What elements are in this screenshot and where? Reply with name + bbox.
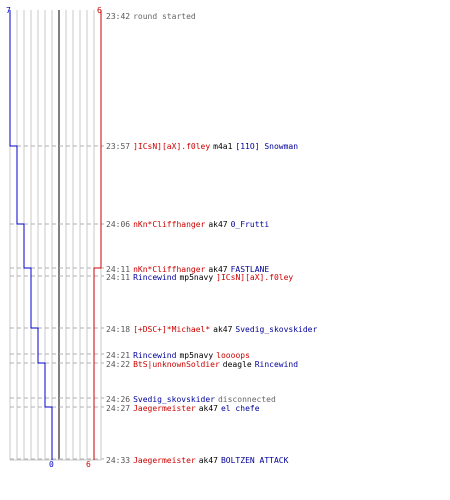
- event-player: el chefe: [220, 404, 260, 413]
- event-time: 24:18: [106, 325, 131, 334]
- event-player: Svedig_skovskider: [235, 325, 318, 334]
- event-player: Rincewind: [133, 273, 177, 282]
- event-row: 24:27 Jaegermeister ak47 el chefe: [106, 404, 263, 413]
- event-player: ]ICsN][aX].f0ley: [216, 273, 294, 282]
- event-time: 24:11: [106, 273, 131, 282]
- event-player: BOLTZEN ATTACK: [220, 456, 289, 465]
- event-time: 24:26: [106, 395, 131, 404]
- event-player: Rincewind: [254, 360, 299, 369]
- event-weapon: deagle: [222, 360, 252, 369]
- event-time: 23:42: [106, 12, 131, 21]
- event-row: 24:33 Jaegermeister ak47 BOLTZEN ATTACK: [106, 456, 291, 465]
- event-player: BtS|unknownSoldier: [133, 360, 220, 369]
- event-row: 24:26 Svedig_skovskider disconnected: [106, 395, 279, 404]
- event-time: 24:21: [106, 351, 131, 360]
- red-end-count: 6: [86, 460, 91, 469]
- event-player: Rincewind: [133, 351, 177, 360]
- event-player: nKn*Cliffhanger: [133, 220, 206, 229]
- event-weapon: ak47: [213, 325, 233, 334]
- event-weapon: mp5navy: [179, 273, 214, 282]
- event-row: 24:11 Rincewind mp5navy]ICsN][aX].f0ley: [106, 273, 296, 282]
- event-time: 24:27: [106, 404, 131, 413]
- event-row: 24:22 BtS|unknownSoldier deagle Rincewind: [106, 360, 301, 369]
- event-player: Jaegermeister: [133, 404, 196, 413]
- event-player: ]ICsN][aX].f0ley: [133, 142, 211, 151]
- event-player: [11O] Snowman: [235, 142, 299, 151]
- event-time: 24:22: [106, 360, 131, 369]
- blue-start-count: 7: [6, 6, 11, 15]
- event-text: disconnected: [217, 395, 276, 404]
- event-time: 24:06: [106, 220, 131, 229]
- event-row: 24:21 Rincewind mp5navy loooops: [106, 351, 253, 360]
- event-weapon: ak47: [198, 456, 218, 465]
- event-row: 24:11 nKn*Cliffhanger ak47 FASTLANE: [106, 265, 272, 274]
- event-player: 0_Frutti: [230, 220, 270, 229]
- event-row: 24:18 [+DSC+]*Michael* ak47 Svedig_skovskid…: [106, 325, 320, 334]
- red-start-count: 6: [97, 6, 102, 15]
- blue-team-alive-line: [9, 10, 53, 460]
- event-player: FASTLANE: [230, 265, 270, 274]
- event-player: [+DSC+]*Michael*: [133, 325, 211, 334]
- event-weapon: ak47: [208, 220, 228, 229]
- event-time: 23:57: [106, 142, 131, 151]
- event-time: 24:33: [106, 456, 131, 465]
- event-weapon: ak47: [208, 265, 228, 274]
- blue-end-count: 0: [49, 460, 54, 469]
- event-time: 24:11: [106, 265, 131, 274]
- event-row: 24:06 nKn*Cliffhanger ak47 0_Frutti: [106, 220, 272, 229]
- event-weapon: mp5navy: [179, 351, 214, 360]
- event-player: Svedig_skovskider: [133, 395, 215, 404]
- event-weapon: m4a1: [213, 142, 233, 151]
- event-player: Jaegermeister: [133, 456, 196, 465]
- event-row: 23:42 round started: [106, 12, 199, 21]
- event-weapon: ak47: [198, 404, 218, 413]
- red-team-alive-line: [93, 10, 102, 460]
- event-player: nKn*Cliffhanger: [133, 265, 206, 274]
- event-player: loooops: [216, 351, 250, 360]
- event-text: round started: [133, 12, 196, 21]
- event-row: 23:57]ICsN][aX].f0ley m4a1 [11O] Snowman: [106, 142, 301, 151]
